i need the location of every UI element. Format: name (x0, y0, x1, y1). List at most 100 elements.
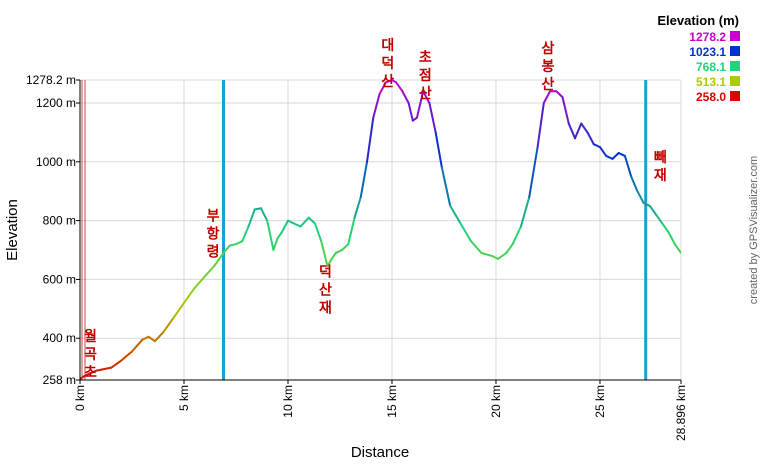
elevation-segment (449, 204, 462, 225)
y-tick-label: 258 m (43, 373, 76, 387)
elevation-segment (130, 338, 144, 353)
elevation-segment (617, 151, 626, 157)
elevation-segment (253, 207, 262, 211)
elevation-segment (353, 196, 362, 219)
elevation-segment (259, 207, 269, 222)
elevation-segment (85, 369, 98, 377)
elevation-segment (497, 251, 508, 260)
elevation-segment (182, 287, 196, 304)
elevation-segment (378, 81, 387, 96)
x-axis-title: Distance (351, 444, 409, 460)
elevation-segment (605, 154, 614, 160)
elevation-segment (384, 79, 393, 84)
elevation-segment (528, 146, 539, 199)
elevation-segment (511, 225, 522, 246)
elevation-segment (611, 151, 620, 160)
elevation-segment (307, 216, 317, 225)
x-tick-label: 10 km (281, 385, 295, 418)
waypoint-annotations: 월 곡 초 부 항 령덕 산 재 대 덕 산 초 점 산 삼 봉 산빼 재 (84, 37, 667, 380)
elevation-segment (203, 263, 217, 278)
elevation-segment (359, 160, 369, 199)
elevation-segment (366, 116, 375, 163)
y-tick-label: 400 m (43, 331, 76, 345)
elevation-segment (228, 243, 237, 247)
elevation-segment (334, 249, 344, 254)
elevation-segment (326, 257, 333, 268)
elevation-segment (636, 190, 645, 204)
elevation-segment (330, 251, 337, 260)
elevation-segment (542, 90, 552, 104)
elevation-segment (214, 251, 225, 266)
elevation-segment (172, 301, 185, 319)
elevation-segment (147, 335, 156, 343)
elevation-segment (372, 93, 381, 119)
elevation-segment (642, 201, 651, 207)
elevation-segment (655, 213, 664, 225)
elevation-segment (623, 154, 633, 178)
elevation-segment (505, 243, 514, 254)
elevation-segment (153, 331, 165, 343)
x-tick-label: 25 km (593, 385, 607, 418)
y-tick-labels: 258 m 400 m 600 m 800 m 1000 m 1200 m 1278.2 m (26, 73, 80, 387)
y-tick-label: 1000 m (36, 155, 76, 169)
legend-swatch (730, 31, 740, 41)
elevation-segment (314, 222, 323, 243)
legend-swatch (730, 91, 740, 101)
elevation-segment (428, 101, 437, 134)
elevation-segment (193, 275, 206, 290)
elevation-segment (598, 146, 608, 157)
legend-entry-label: 513.1 (696, 75, 726, 89)
elevation-segment (395, 81, 404, 93)
elevation-segment (141, 335, 150, 341)
plot-axes (79, 80, 681, 381)
elevation-segment (536, 101, 545, 149)
elevation-segment (347, 216, 356, 246)
elevation-segment (648, 204, 658, 216)
x-tick-label: 28.896 km (674, 385, 688, 441)
elevation-segment (667, 231, 676, 246)
x-tick-label: 5 km (177, 385, 191, 411)
elevation-segment (293, 222, 302, 228)
y-axis-title: Elevation (4, 199, 21, 261)
y-tick-label: 1278.2 m (26, 73, 76, 87)
elevation-segment (490, 254, 500, 260)
x-tick-labels: 0 km 5 km 10 km 15 km 20 km 25 km 28.896 km (73, 380, 688, 441)
elevation-segment (440, 166, 452, 207)
elevation-segment (673, 243, 681, 254)
elevation-segment (415, 90, 425, 119)
elevation-segment (434, 131, 443, 169)
y-tick-label: 800 m (43, 214, 76, 228)
distance-markers (222, 80, 648, 380)
elevation-line (80, 79, 681, 380)
elevation-segment (422, 90, 431, 104)
elevation-segment (661, 222, 670, 234)
elevation-segment (592, 143, 601, 149)
elevation-segment (574, 122, 583, 140)
x-tick-label: 20 km (489, 385, 503, 418)
legend-entry-label: 258.0 (696, 90, 726, 104)
elevation-segment (480, 251, 493, 257)
elevation-segment (630, 175, 639, 193)
elevation-segment (280, 219, 289, 234)
elevation-segment (286, 219, 296, 225)
elevation-segment (241, 225, 250, 243)
elevation-segment (561, 96, 570, 125)
elevation-segment (272, 237, 279, 252)
elevation-segment (341, 243, 350, 252)
elevation-segment (470, 240, 483, 254)
legend-swatch (730, 46, 740, 56)
elevation-segment (586, 131, 595, 146)
elevation-segment (519, 196, 531, 228)
legend-entry-label: 768.1 (696, 60, 726, 74)
y-tick-label: 600 m (43, 272, 76, 286)
elevation-segment (580, 122, 589, 134)
